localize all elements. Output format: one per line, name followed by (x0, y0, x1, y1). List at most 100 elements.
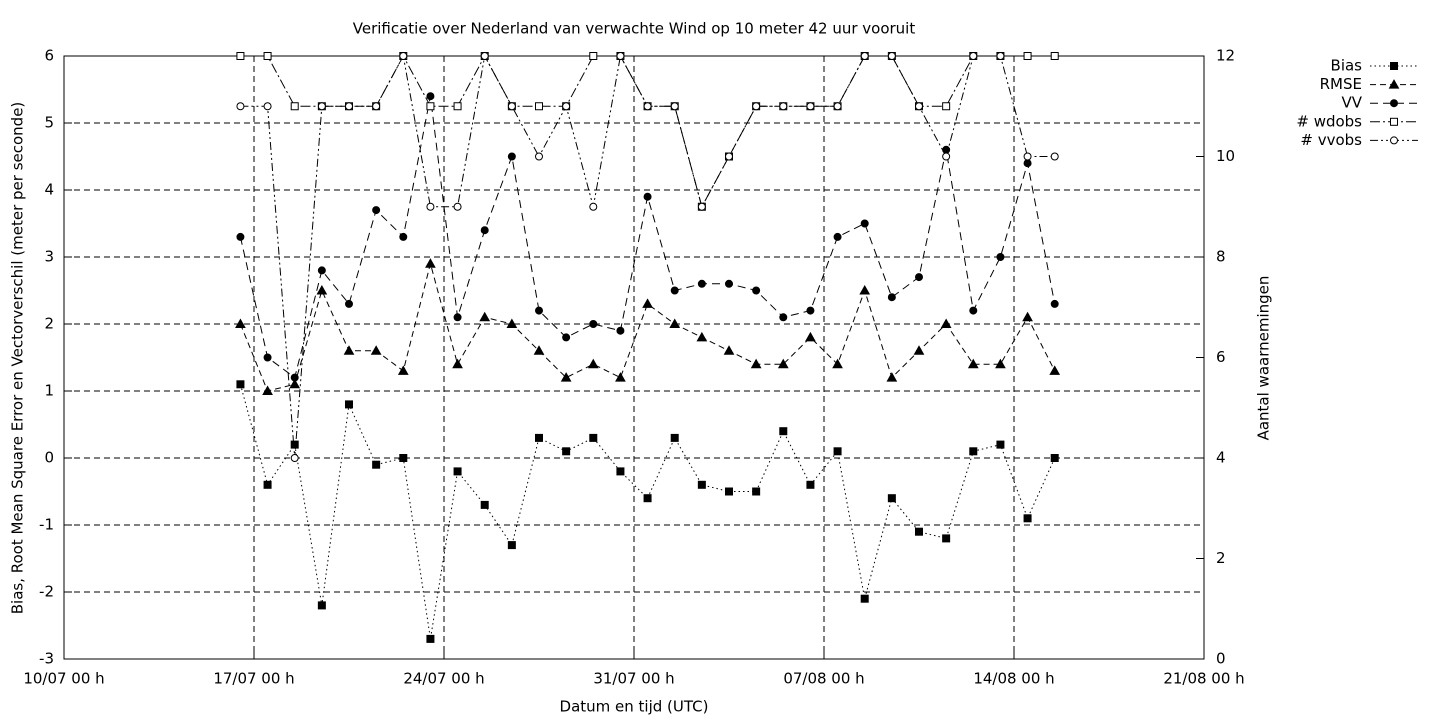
marker (453, 102, 462, 111)
marker (779, 102, 788, 111)
marker (969, 52, 978, 60)
y-tick-label: 5 (44, 114, 54, 132)
marker (589, 202, 598, 211)
marker (805, 331, 816, 342)
marker (236, 232, 245, 241)
legend-label: # vvobs (1300, 131, 1362, 149)
marker (752, 286, 761, 295)
marker (860, 219, 869, 228)
y2-tick-label: 4 (1216, 449, 1226, 467)
marker (616, 467, 625, 476)
y-tick-label: 0 (44, 449, 54, 467)
marker (452, 358, 463, 369)
marker (725, 279, 733, 288)
marker (969, 447, 978, 456)
marker (642, 298, 653, 308)
y-axis-label: Bias, Root Mean Square Error en Vectorve… (9, 102, 27, 615)
y-tick-label: -2 (39, 583, 54, 601)
y2-tick-label: 2 (1216, 549, 1226, 567)
marker (290, 102, 299, 111)
series-line (240, 54, 1055, 209)
legend-marker (1388, 79, 1400, 89)
x-tick-label: 14/08 00 h (973, 670, 1054, 688)
y2-tick-label: 8 (1216, 248, 1226, 266)
marker (480, 52, 489, 60)
marker (995, 358, 1006, 369)
marker (942, 152, 951, 161)
marker (535, 102, 543, 111)
marker (832, 358, 843, 369)
marker (859, 284, 871, 295)
marker (833, 102, 842, 111)
chart-title: Verificatie over Nederland van verwachte… (353, 20, 916, 38)
legend-marker (1390, 117, 1398, 126)
x-tick-label: 24/07 00 h (403, 670, 484, 688)
marker (615, 372, 626, 382)
marker (453, 467, 462, 476)
marker (725, 487, 733, 496)
marker (670, 102, 679, 111)
y-tick-label: 4 (44, 181, 54, 199)
marker (426, 202, 435, 211)
marker (1022, 311, 1033, 322)
marker (860, 52, 869, 60)
marker (915, 102, 923, 111)
marker (915, 273, 923, 282)
marker (343, 345, 355, 355)
marker (507, 152, 516, 161)
marker (752, 102, 761, 111)
y2-tick-label: 10 (1216, 147, 1235, 165)
marker (915, 527, 923, 536)
x-tick-label: 17/07 00 h (213, 670, 294, 688)
marker (235, 318, 246, 328)
marker (886, 372, 898, 382)
x-tick-label: 31/07 00 h (593, 670, 674, 688)
marker (507, 102, 516, 111)
x-axis-label: Datum en tijd (UTC) (560, 698, 709, 716)
x-tick-label: 21/08 00 h (1163, 670, 1244, 688)
marker (1049, 365, 1061, 375)
marker (236, 102, 245, 111)
legend-label: VV (1341, 94, 1362, 112)
marker (399, 52, 408, 60)
marker (289, 378, 301, 389)
marker (942, 145, 951, 154)
marker (696, 331, 708, 342)
marker (1050, 299, 1059, 308)
marker (317, 266, 326, 275)
marker (1023, 159, 1032, 168)
legend-marker (1390, 136, 1398, 145)
marker (967, 358, 979, 369)
y-tick-label: 1 (44, 382, 54, 400)
marker (643, 494, 652, 503)
marker (643, 192, 652, 201)
marker (345, 400, 353, 409)
marker (752, 487, 761, 496)
marker (533, 345, 545, 355)
y2-axis-label: Aantal waarnemingen (1255, 276, 1273, 441)
marker (996, 52, 1005, 60)
marker (589, 320, 598, 328)
marker (670, 433, 679, 442)
marker (1023, 52, 1032, 60)
marker (317, 102, 326, 111)
marker (317, 601, 326, 610)
x-tick-label: 07/08 00 h (783, 670, 864, 688)
marker (372, 102, 381, 111)
marker (887, 293, 896, 302)
marker (236, 380, 245, 389)
y-tick-label: 2 (44, 315, 54, 333)
marker (426, 634, 435, 643)
legend-label: Bias (1331, 57, 1363, 75)
marker (345, 299, 353, 308)
marker (426, 92, 435, 101)
series-line (239, 261, 1056, 392)
marker (263, 102, 272, 111)
marker (860, 594, 869, 603)
marker (560, 372, 572, 382)
marker (996, 440, 1005, 449)
marker (425, 258, 436, 268)
marker (1023, 514, 1032, 523)
marker (370, 345, 382, 355)
marker (262, 385, 273, 395)
